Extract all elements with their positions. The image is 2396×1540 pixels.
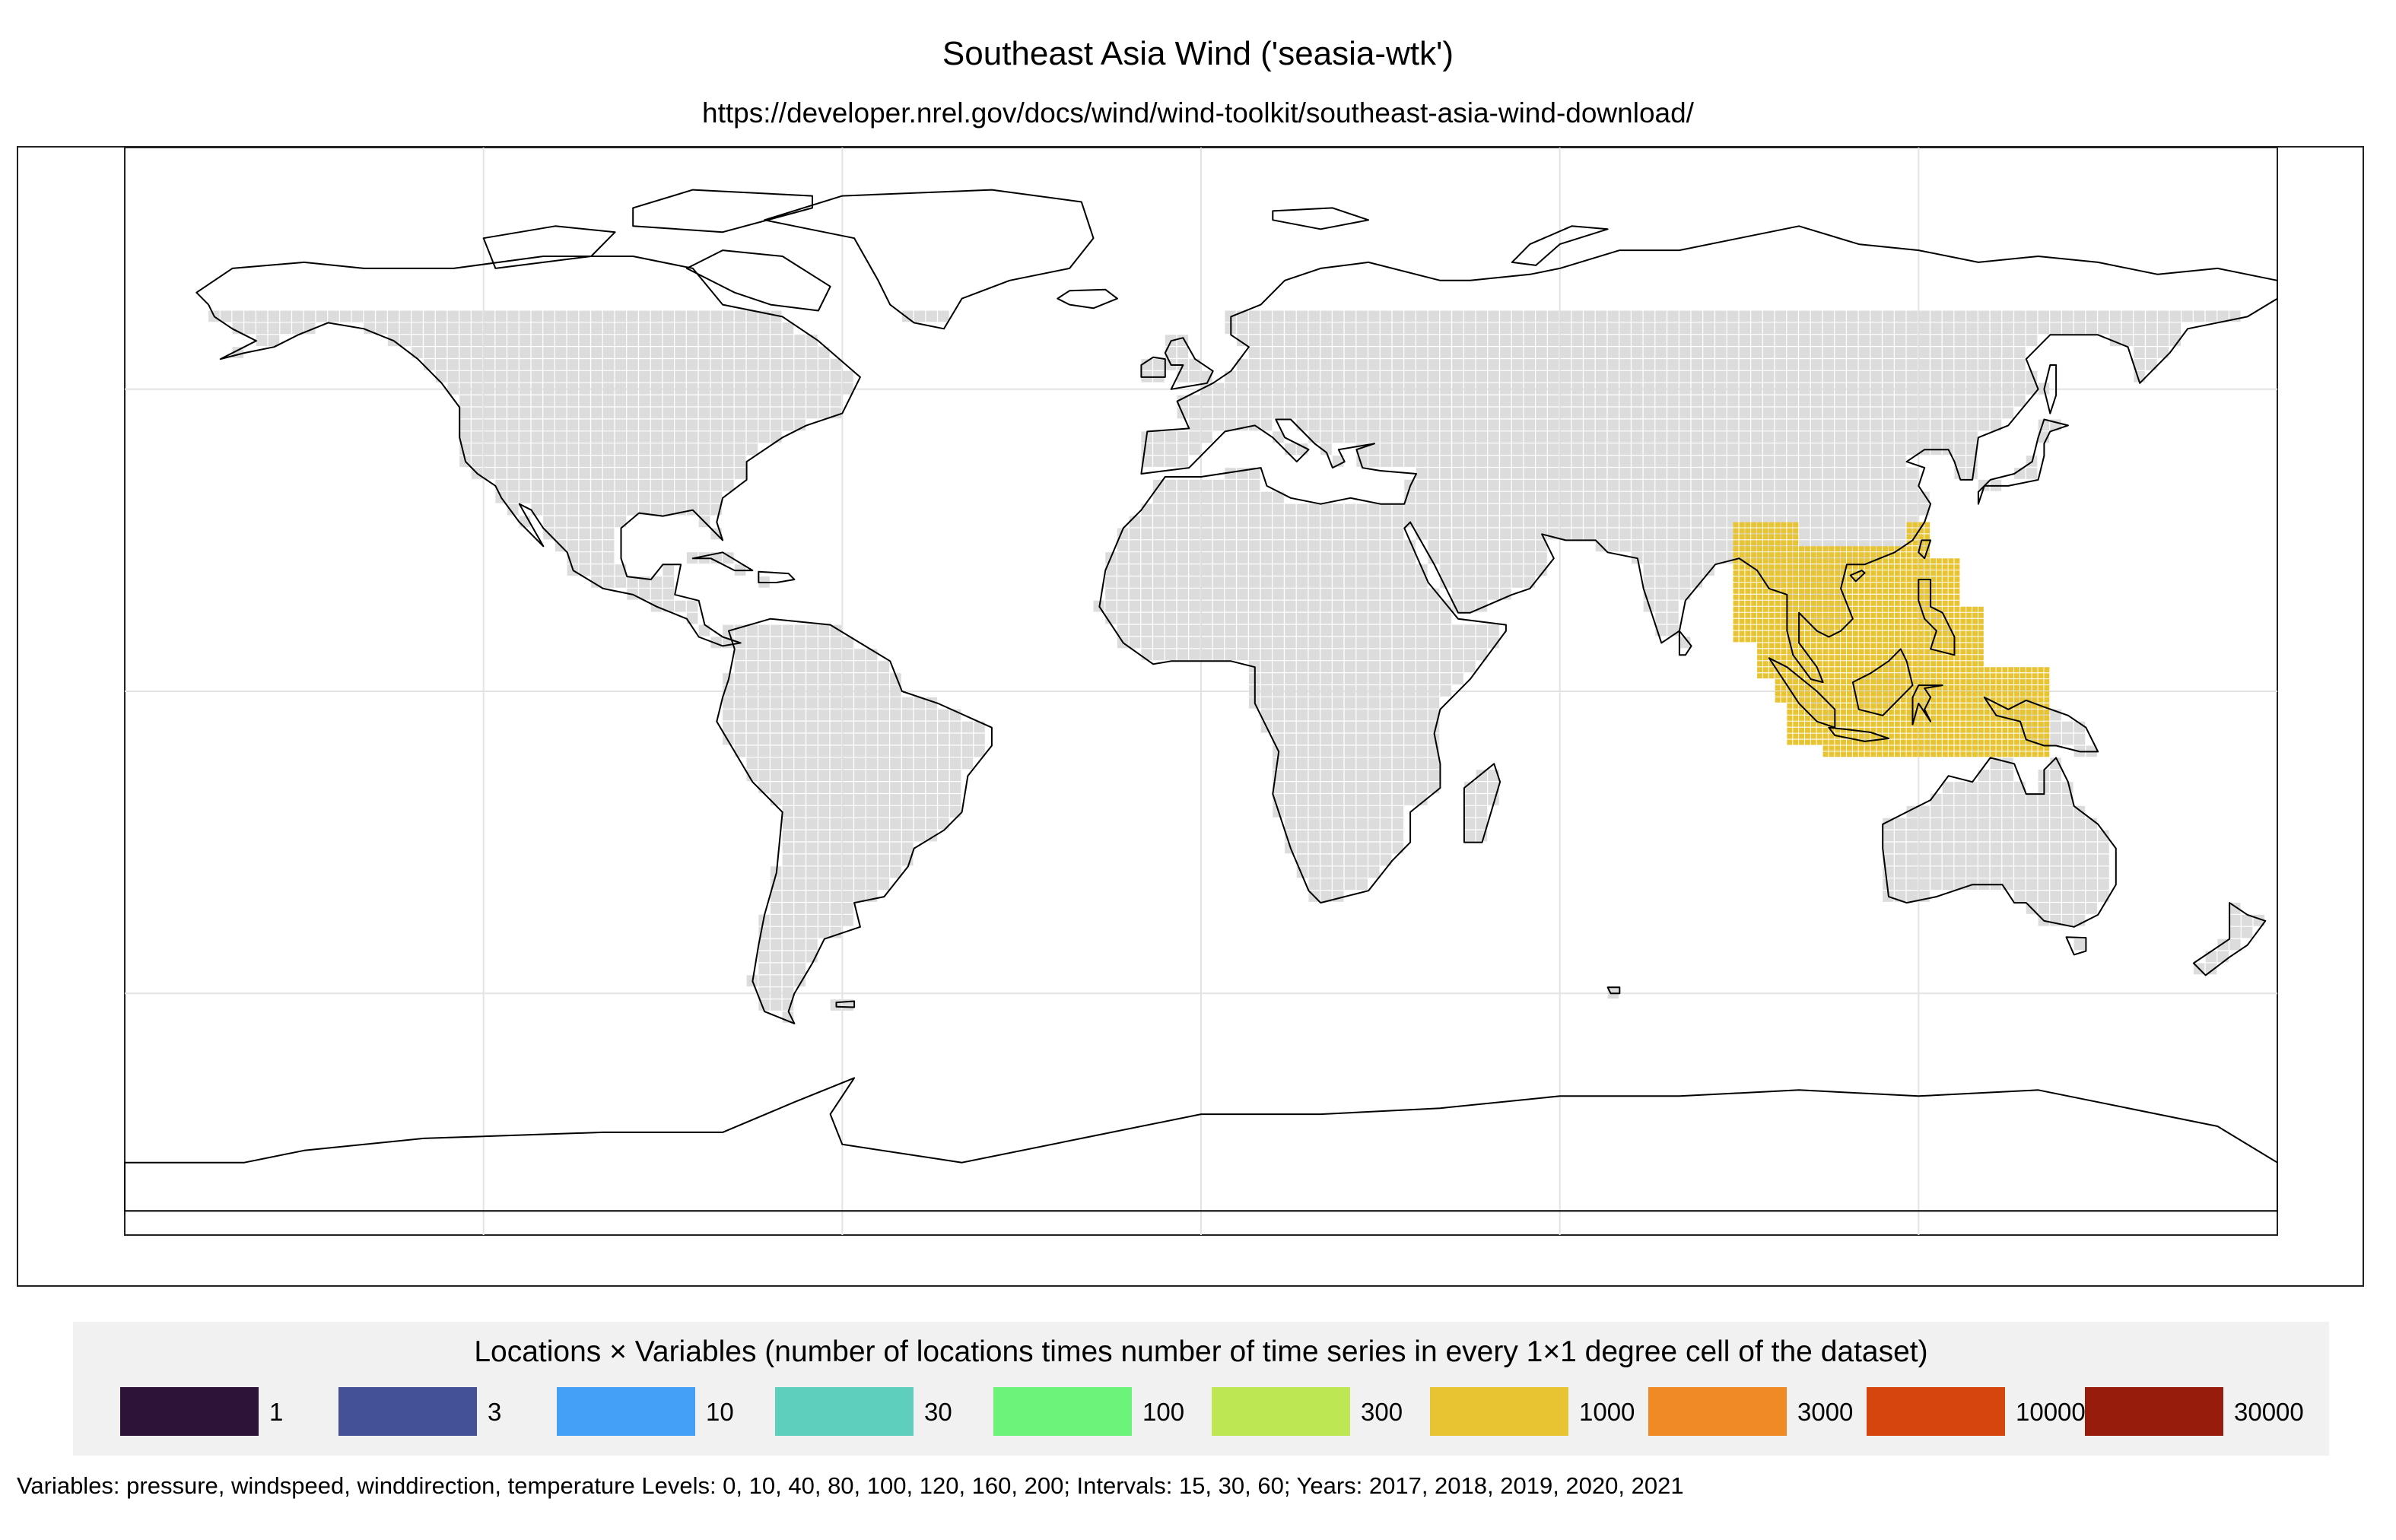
coastline-hispaniola — [758, 570, 796, 583]
coastline-japan — [1977, 418, 2069, 505]
legend-swatch — [2085, 1387, 2223, 1436]
dataset-cells — [1733, 522, 2050, 757]
coastline-greenland — [764, 189, 1095, 330]
legend-swatch — [557, 1387, 695, 1436]
coastline-hainan — [1849, 570, 1866, 583]
coastline-cuba — [691, 551, 754, 572]
legend-swatch — [1648, 1387, 1787, 1436]
coastline-ireland — [1140, 356, 1166, 378]
legend: Locations × Variables (number of locatio… — [73, 1322, 2329, 1456]
legend-swatch — [1867, 1387, 2005, 1436]
coastline-south-america — [716, 618, 993, 1024]
coastline-taiwan — [1918, 539, 1932, 560]
coastline-falklands — [835, 1000, 856, 1008]
legend-label: 3 — [488, 1398, 502, 1426]
coastline-philippines — [1918, 579, 1956, 656]
legend-title: Locations × Variables (number of locatio… — [474, 1335, 1928, 1368]
coastline-new-guinea — [1983, 696, 2099, 753]
legend-label: 1 — [269, 1398, 284, 1426]
legend-label: 10000 — [2016, 1398, 2086, 1426]
coastline-madagascar — [1463, 763, 1501, 843]
coastline-ellesmere — [632, 189, 813, 233]
legend-label: 3000 — [1797, 1398, 1854, 1426]
coastline-antarctica — [124, 1077, 2278, 1212]
legend-label: 1000 — [1579, 1398, 1635, 1426]
coastline-java — [1828, 726, 1889, 742]
coastline-kerguelen — [1606, 986, 1621, 995]
legend-label: 30 — [924, 1398, 952, 1426]
coastline-baffin — [685, 249, 831, 312]
coastline-novaya-zemlya — [1511, 225, 1609, 266]
coastline-svalbard — [1272, 207, 1370, 230]
coastline-sulawesi — [1911, 684, 1943, 726]
coastline-kamchatka-sakhalin — [2043, 364, 2058, 414]
legend-label: 100 — [1142, 1398, 1185, 1426]
chart-title: Southeast Asia Wind ('seasia-wtk') — [942, 35, 1454, 72]
footer-caption: Variables: pressure, windspeed, winddire… — [17, 1472, 1684, 1499]
coastline-tasmania — [2065, 936, 2087, 956]
coastline-iceland — [1057, 288, 1118, 310]
coastline-new-zealand — [2192, 902, 2267, 976]
coastline-great-britain — [1164, 337, 1214, 390]
legend-swatch — [775, 1387, 914, 1436]
dataset-cells-1000 — [1733, 522, 2050, 757]
legend-label: 30000 — [2234, 1398, 2304, 1426]
legend-swatch — [993, 1387, 1132, 1436]
legend-label: 10 — [706, 1398, 734, 1426]
map-panel — [17, 146, 2364, 1287]
coastline-borneo — [1851, 648, 1914, 716]
chart-subtitle: https://developer.nrel.gov/docs/wind/win… — [702, 97, 1694, 129]
coastline-australia — [1882, 757, 2117, 928]
coastlines — [124, 189, 2278, 1212]
legend-swatch — [1212, 1387, 1350, 1436]
legend-swatch — [1430, 1387, 1568, 1436]
coastline-victoria-islands — [482, 225, 616, 269]
coastline-eurasia-africa — [1098, 225, 2278, 904]
world-map — [124, 148, 2278, 1236]
legend-label: 300 — [1361, 1398, 1403, 1426]
coastline-sri-lanka — [1678, 630, 1692, 656]
legend-swatch — [338, 1387, 477, 1436]
legend-swatch — [120, 1387, 259, 1436]
